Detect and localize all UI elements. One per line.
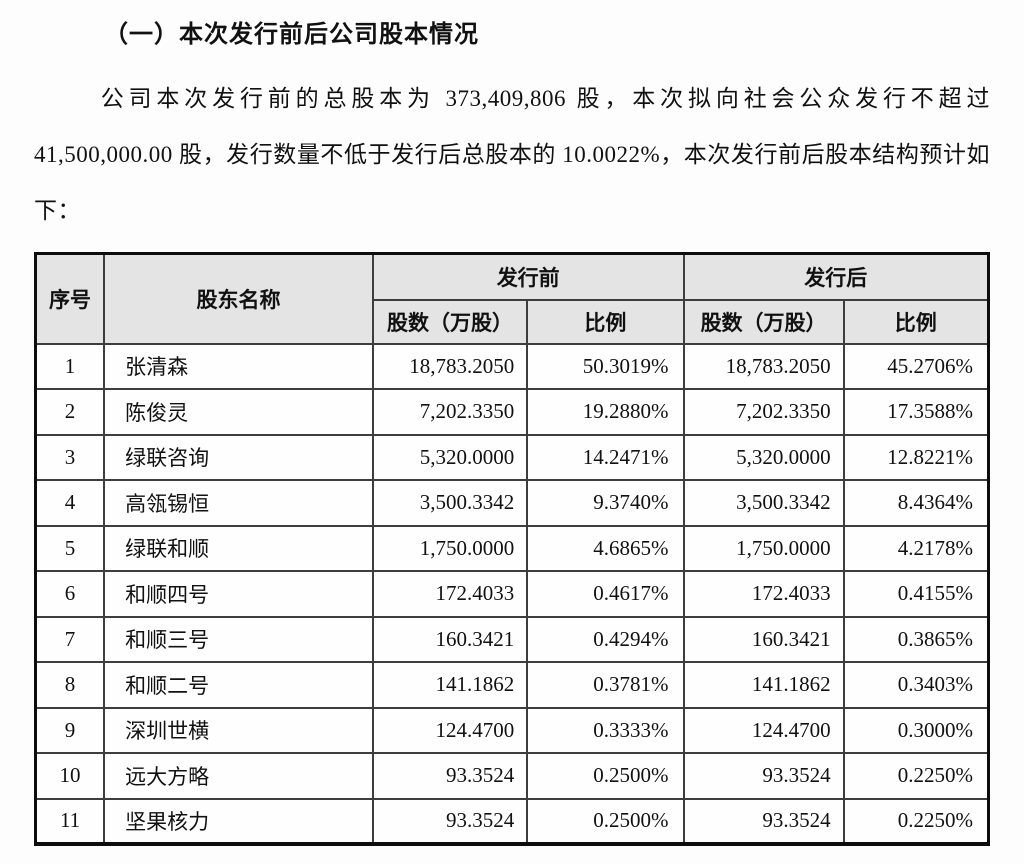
table-header: 序号 股东名称 发行前 发行后 股数（万股） 比例 股数（万股） 比例 bbox=[34, 252, 990, 345]
cell-post-shares: 7,202.3350 bbox=[682, 388, 845, 436]
table-row: 3 绿联咨询 5,320.0000 14.2471% 5,320.0000 12… bbox=[34, 433, 990, 481]
cell-pre-ratio: 0.4617% bbox=[526, 570, 685, 618]
cell-post-ratio: 0.3403% bbox=[842, 661, 990, 709]
cell-shareholder: 和顺三号 bbox=[103, 615, 374, 663]
cell-pre-ratio: 19.2880% bbox=[526, 388, 685, 436]
cell-post-ratio: 17.3588% bbox=[842, 388, 990, 436]
cell-serial: 11 bbox=[34, 797, 106, 845]
cell-post-shares: 18,783.2050 bbox=[682, 342, 845, 390]
cell-post-shares: 93.3524 bbox=[682, 797, 845, 845]
cell-post-ratio: 12.8221% bbox=[842, 433, 990, 481]
cell-post-ratio: 45.2706% bbox=[842, 342, 990, 390]
table-row: 7 和顺三号 160.3421 0.4294% 160.3421 0.3865% bbox=[34, 615, 990, 663]
cell-pre-shares: 5,320.0000 bbox=[371, 433, 529, 481]
col-header-post-issue: 发行后 bbox=[682, 252, 990, 301]
col-header-post-ratio: 比例 bbox=[842, 298, 990, 345]
cell-post-shares: 160.3421 bbox=[682, 615, 845, 663]
cell-pre-shares: 93.3524 bbox=[371, 797, 529, 845]
cell-post-shares: 172.4033 bbox=[682, 570, 845, 618]
col-header-shareholder: 股东名称 bbox=[103, 252, 374, 345]
col-header-post-shares: 股数（万股） bbox=[682, 298, 845, 345]
cell-pre-shares: 172.4033 bbox=[371, 570, 529, 618]
col-header-serial: 序号 bbox=[34, 252, 106, 345]
cell-post-ratio: 0.3000% bbox=[842, 706, 990, 754]
cell-pre-shares: 7,202.3350 bbox=[371, 388, 529, 436]
cell-pre-ratio: 14.2471% bbox=[526, 433, 685, 481]
cell-pre-ratio: 50.3019% bbox=[526, 342, 685, 390]
cell-shareholder: 绿联和顺 bbox=[103, 524, 374, 572]
cell-post-ratio: 4.2178% bbox=[842, 524, 990, 572]
cell-serial: 9 bbox=[34, 706, 106, 754]
cell-post-shares: 1,750.0000 bbox=[682, 524, 845, 572]
table-row: 9 深圳世横 124.4700 0.3333% 124.4700 0.3000% bbox=[34, 706, 990, 754]
col-header-pre-ratio: 比例 bbox=[526, 298, 685, 345]
cell-pre-ratio: 4.6865% bbox=[526, 524, 685, 572]
table-row: 10 远大方略 93.3524 0.2500% 93.3524 0.2250% bbox=[34, 752, 990, 800]
cell-post-ratio: 8.4364% bbox=[842, 479, 990, 527]
intro-paragraph: 公司本次发行前的总股本为 373,409,806 股，本次拟向社会公众发行不超过… bbox=[34, 86, 990, 223]
cell-pre-ratio: 0.2500% bbox=[526, 752, 685, 800]
cell-pre-ratio: 0.4294% bbox=[526, 615, 685, 663]
cell-serial: 7 bbox=[34, 615, 106, 663]
cell-post-shares: 3,500.3342 bbox=[682, 479, 845, 527]
cell-post-shares: 124.4700 bbox=[682, 706, 845, 754]
cell-shareholder: 绿联咨询 bbox=[103, 433, 374, 481]
cell-shareholder: 和顺四号 bbox=[103, 570, 374, 618]
cell-post-ratio: 0.2250% bbox=[842, 797, 990, 845]
cell-serial: 10 bbox=[34, 752, 106, 800]
cell-shareholder: 坚果核力 bbox=[103, 797, 374, 845]
table-row: 6 和顺四号 172.4033 0.4617% 172.4033 0.4155% bbox=[34, 570, 990, 618]
cell-pre-shares: 124.4700 bbox=[371, 706, 529, 754]
cell-serial: 8 bbox=[34, 661, 106, 709]
cell-shareholder: 高瓴锡恒 bbox=[103, 479, 374, 527]
cell-pre-shares: 1,750.0000 bbox=[371, 524, 529, 572]
col-header-pre-shares: 股数（万股） bbox=[371, 298, 529, 345]
cell-pre-ratio: 9.3740% bbox=[526, 479, 685, 527]
cell-pre-shares: 18,783.2050 bbox=[371, 342, 529, 390]
table-row: 8 和顺二号 141.1862 0.3781% 141.1862 0.3403% bbox=[34, 661, 990, 709]
cell-shareholder: 远大方略 bbox=[103, 752, 374, 800]
cell-serial: 4 bbox=[34, 479, 106, 527]
cell-pre-shares: 93.3524 bbox=[371, 752, 529, 800]
cell-pre-shares: 141.1862 bbox=[371, 661, 529, 709]
cell-shareholder: 和顺二号 bbox=[103, 661, 374, 709]
table-row: 2 陈俊灵 7,202.3350 19.2880% 7,202.3350 17.… bbox=[34, 388, 990, 436]
share-structure-table: 序号 股东名称 发行前 发行后 股数（万股） 比例 股数（万股） 比例 1 张清… bbox=[34, 252, 990, 846]
cell-post-ratio: 0.3865% bbox=[842, 615, 990, 663]
table-row: 4 高瓴锡恒 3,500.3342 9.3740% 3,500.3342 8.4… bbox=[34, 479, 990, 527]
cell-serial: 1 bbox=[34, 342, 106, 390]
cell-pre-ratio: 0.2500% bbox=[526, 797, 685, 845]
cell-post-shares: 93.3524 bbox=[682, 752, 845, 800]
cell-pre-ratio: 0.3781% bbox=[526, 661, 685, 709]
share-structure-table-wrap: 序号 股东名称 发行前 发行后 股数（万股） 比例 股数（万股） 比例 1 张清… bbox=[34, 252, 990, 846]
cell-serial: 3 bbox=[34, 433, 106, 481]
cell-post-ratio: 0.2250% bbox=[842, 752, 990, 800]
table-body: 1 张清森 18,783.2050 50.3019% 18,783.2050 4… bbox=[34, 342, 990, 845]
cell-shareholder: 深圳世横 bbox=[103, 706, 374, 754]
table-row: 5 绿联和顺 1,750.0000 4.6865% 1,750.0000 4.2… bbox=[34, 524, 990, 572]
cell-serial: 6 bbox=[34, 570, 106, 618]
col-header-pre-issue: 发行前 bbox=[371, 252, 685, 301]
cell-pre-shares: 160.3421 bbox=[371, 615, 529, 663]
cell-serial: 2 bbox=[34, 388, 106, 436]
cell-pre-ratio: 0.3333% bbox=[526, 706, 685, 754]
cell-post-ratio: 0.4155% bbox=[842, 570, 990, 618]
table-row: 1 张清森 18,783.2050 50.3019% 18,783.2050 4… bbox=[34, 342, 990, 390]
cell-post-shares: 141.1862 bbox=[682, 661, 845, 709]
cell-shareholder: 张清森 bbox=[103, 342, 374, 390]
cell-serial: 5 bbox=[34, 524, 106, 572]
cell-shareholder: 陈俊灵 bbox=[103, 388, 374, 436]
table-row: 11 坚果核力 93.3524 0.2500% 93.3524 0.2250% bbox=[34, 797, 990, 845]
cell-post-shares: 5,320.0000 bbox=[682, 433, 845, 481]
cell-pre-shares: 3,500.3342 bbox=[371, 479, 529, 527]
section-heading: （一）本次发行前后公司股本情况 bbox=[104, 21, 479, 48]
